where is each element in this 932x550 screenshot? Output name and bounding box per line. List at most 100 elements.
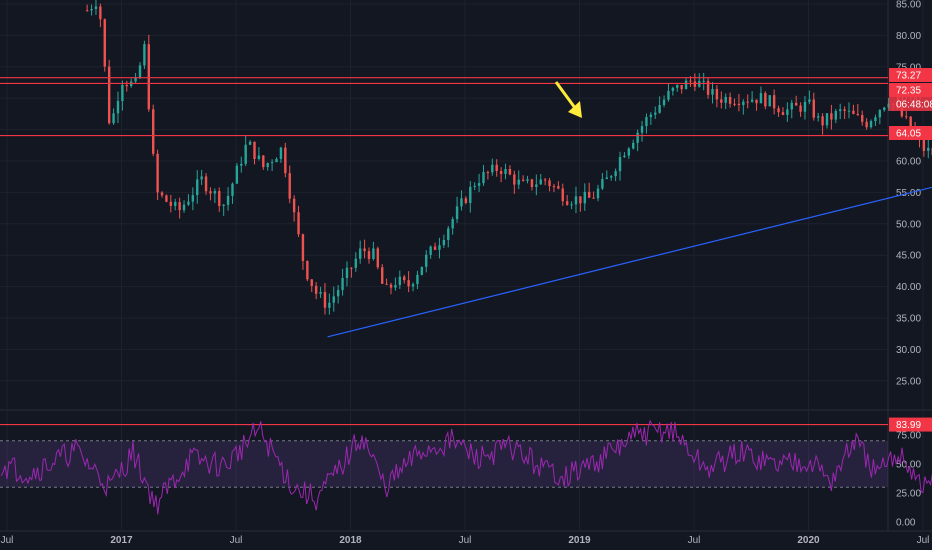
candle-body: [649, 114, 653, 118]
candle-body: [292, 198, 296, 213]
candle-body: [143, 44, 146, 66]
price-label-box: [889, 83, 932, 97]
candle-body: [266, 163, 269, 168]
candle-body: [610, 176, 613, 178]
candle-body: [535, 184, 538, 188]
candle-body: [165, 195, 168, 202]
candle-body: [354, 258, 357, 268]
price-tick-label: 35.00: [896, 314, 921, 325]
candle-body: [275, 158, 278, 163]
candle-body: [403, 276, 406, 281]
candle-body: [676, 84, 679, 88]
candle-body: [821, 116, 824, 126]
candle-body: [411, 284, 415, 287]
candle-body: [513, 174, 516, 185]
rsi-tick-label: 25.00: [896, 489, 921, 500]
trendline: [327, 186, 932, 338]
price-label-box: [889, 97, 932, 111]
candle-body: [332, 296, 335, 303]
candle-body: [336, 290, 340, 297]
candle-body: [614, 171, 617, 177]
candle-body: [407, 280, 410, 287]
candle-body: [90, 8, 93, 11]
candle-body: [240, 163, 243, 166]
price-tick-label: 25.00: [896, 376, 921, 387]
candle-body: [720, 99, 723, 103]
candle-body: [499, 171, 503, 174]
candle-body: [781, 112, 785, 115]
candle-body: [270, 162, 274, 164]
candle-body: [473, 185, 476, 187]
candle-body: [319, 292, 322, 294]
candle-body: [790, 102, 793, 110]
candle-body: [398, 276, 402, 285]
candle-body: [799, 105, 802, 112]
candle-body: [495, 164, 498, 172]
arrow-head: [568, 101, 582, 118]
candle-body: [623, 155, 626, 158]
candle-body: [482, 171, 485, 184]
candle-body: [433, 246, 437, 250]
time-tick-label: Jul: [1, 535, 14, 546]
candle-body: [530, 179, 534, 188]
candle-body: [733, 103, 736, 105]
time-tick-label: 2019: [568, 535, 591, 546]
candle-body: [253, 141, 256, 159]
candle-body: [306, 261, 309, 280]
rsi-tick-label: 75.00: [896, 431, 921, 442]
candle-body: [107, 66, 111, 124]
candle-body: [843, 109, 846, 111]
price-label-text: 72.35: [896, 86, 921, 97]
candle-body: [684, 80, 688, 90]
candle-body: [574, 196, 578, 205]
candle-body: [861, 115, 864, 122]
price-label-text: 73.27: [896, 71, 921, 82]
candle-body: [856, 113, 860, 116]
candle-body: [768, 95, 771, 107]
candle-body: [764, 93, 767, 107]
candle-body: [839, 109, 842, 112]
time-tick-label: 2018: [339, 535, 362, 546]
candle-body: [99, 6, 102, 20]
candle-body: [438, 245, 441, 250]
candle-body: [772, 95, 776, 109]
candle-body: [394, 284, 397, 288]
candle-body: [852, 110, 855, 114]
price-tick-label: 30.00: [896, 345, 921, 356]
time-tick-label: Jul: [230, 535, 243, 546]
candle-body: [460, 198, 463, 207]
candle-body: [543, 179, 547, 181]
candle-body: [244, 144, 247, 164]
candle-body: [565, 201, 569, 205]
candle-body: [579, 196, 582, 204]
candle-body: [376, 248, 380, 268]
candle-body: [231, 183, 234, 196]
candle-body: [539, 179, 542, 185]
candle-body: [728, 96, 732, 104]
candle-body: [288, 173, 291, 199]
candle-body: [658, 105, 661, 113]
candle-body: [645, 117, 648, 127]
candle-body: [521, 179, 525, 181]
candle-body: [385, 283, 388, 285]
candle-body: [667, 90, 670, 100]
candle-body: [218, 191, 221, 206]
candle-body: [284, 147, 287, 174]
candle-body: [794, 102, 798, 106]
candle-body: [477, 183, 481, 186]
price-tick-label: 50.00: [896, 219, 921, 230]
rsi-label-box: [889, 417, 932, 432]
candle-body: [469, 186, 472, 203]
candle-body: [367, 251, 371, 259]
candle-body: [248, 141, 252, 145]
candle-body: [314, 285, 318, 294]
candle-body: [204, 176, 208, 192]
candle-body: [702, 80, 705, 82]
candle-body: [671, 87, 675, 91]
candle-body: [592, 197, 595, 199]
candle-body: [847, 110, 851, 112]
candle-body: [777, 108, 780, 113]
candle-body: [905, 116, 908, 118]
candle-body: [112, 113, 115, 124]
